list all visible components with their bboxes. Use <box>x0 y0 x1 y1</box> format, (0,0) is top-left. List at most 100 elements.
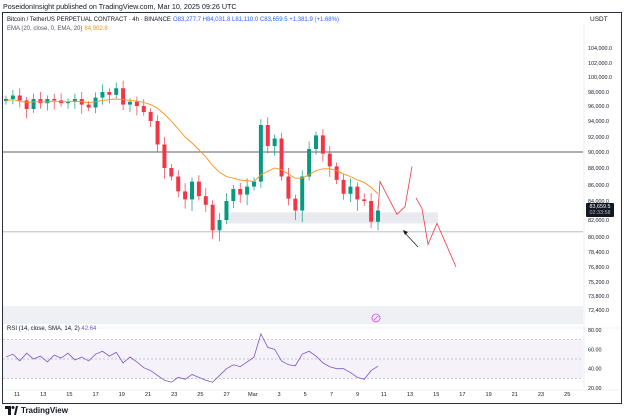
ema-line <box>5 98 379 195</box>
candle-body <box>107 92 112 95</box>
ema-value: 84,902.8 <box>84 26 108 32</box>
candle-body <box>203 196 208 205</box>
rsi-value: 42.64 <box>81 326 97 332</box>
candle-body <box>272 138 277 146</box>
candle-body <box>307 149 312 177</box>
candle-body <box>196 181 201 197</box>
time-tick-label: 17 <box>459 392 465 398</box>
candle-body <box>31 99 36 109</box>
lower-zone <box>3 306 583 324</box>
time-tick-label: 23 <box>171 392 177 398</box>
rsi-tick-label: 40.00 <box>588 367 602 373</box>
time-tick-label: 25 <box>197 392 203 398</box>
tradingview-logo[interactable]: TradingView <box>5 404 68 417</box>
candle-body <box>369 201 374 222</box>
candle-body <box>245 186 250 195</box>
axis-layer: 104,000.0 102,000.0 100,000.0 98,000.0 96,00… <box>14 46 612 398</box>
price-tick-label: 104,000.0 <box>588 46 612 52</box>
candle-body <box>45 99 50 104</box>
event-marker-icon <box>371 313 381 323</box>
price-tick-label: 92,000.0 <box>588 135 609 141</box>
candle-body <box>252 181 256 187</box>
candle-body <box>66 101 70 104</box>
price-tick-label: 84,000.0 <box>588 199 609 205</box>
projection-layer <box>371 166 457 323</box>
candle-body <box>258 125 263 182</box>
chart-legend: Bitcoin / TetherUS PERPETUAL CONTRACT · … <box>7 16 339 34</box>
price-tick-label: 72,400.0 <box>588 308 609 314</box>
candle-body <box>148 112 153 121</box>
candle-body <box>10 95 15 99</box>
price-tick-label: 96,000.0 <box>588 104 609 110</box>
rsi-tick-label: 20.00 <box>588 386 602 392</box>
support-zone <box>226 212 438 224</box>
candle-body <box>169 168 174 177</box>
projection-path-bearish <box>415 197 457 268</box>
time-tick-label: 11 <box>381 392 387 398</box>
candle-body <box>217 220 222 231</box>
price-tick-label: 94,000.0 <box>588 119 609 125</box>
candle-body <box>121 88 126 105</box>
time-tick-label: 7 <box>330 392 333 398</box>
price-tick-label: 78,400.0 <box>588 250 609 256</box>
time-tick-label: 27 <box>223 392 229 398</box>
time-tick-label: 21 <box>512 392 518 398</box>
candle-body <box>279 138 284 177</box>
candle-body <box>72 99 77 102</box>
ema-label[interactable]: EMA (20, close, 0, EMA, 20) <box>7 26 83 32</box>
candle-body <box>128 101 132 105</box>
candle-body <box>238 189 243 195</box>
price-tick-label: 75,200.0 <box>588 280 609 286</box>
time-tick-label: 5 <box>304 392 307 398</box>
time-tick-label: 19 <box>119 392 125 398</box>
candle-body <box>134 101 139 106</box>
candle-body <box>183 191 188 200</box>
candle-body <box>224 201 229 220</box>
price-tick-label: 73,800.0 <box>588 294 609 300</box>
time-tick-label: Mar <box>248 392 258 398</box>
candle-body <box>86 104 91 108</box>
candle-body <box>17 95 22 101</box>
candle-body <box>314 135 318 149</box>
candle-body <box>141 106 146 112</box>
candle-body <box>300 176 305 211</box>
time-tick-label: 3 <box>277 392 280 398</box>
candle-body <box>114 88 119 95</box>
time-tick-label: 21 <box>145 392 151 398</box>
candle-body <box>155 121 160 145</box>
rsi-tick-label: 80.00 <box>588 328 602 334</box>
candle-body <box>52 99 57 101</box>
price-tick-label: 86,000.0 <box>588 183 609 189</box>
ohlc-readout: O83,277.7 H84,031.8 L81,110.0 C83,659.5 … <box>172 17 339 23</box>
candle-body <box>293 198 298 211</box>
tradingview-logo-icon <box>5 406 18 415</box>
time-tick-label: 13 <box>407 392 413 398</box>
candle-body <box>286 176 291 199</box>
last-price-badge: 83,659.5 02:33:58 <box>586 203 614 217</box>
rsi-layer <box>3 332 583 383</box>
candle-body <box>24 100 29 109</box>
published-caption: PoseidonInsight published on TradingView… <box>3 2 237 11</box>
time-tick-label: 9 <box>356 392 359 398</box>
tradingview-brand: TradingView <box>21 406 68 415</box>
price-tick-label: 76,800.0 <box>588 265 609 271</box>
time-tick-label: 23 <box>538 392 544 398</box>
price-tick-label: 98,000.0 <box>588 90 609 96</box>
annotation-arrow <box>403 231 419 248</box>
price-tick-label: 80,000.0 <box>588 235 609 241</box>
chart-frame <box>2 12 622 404</box>
candle-body <box>210 204 215 231</box>
annotation-arrowhead <box>403 230 408 235</box>
symbol-title[interactable]: Bitcoin / TetherUS PERPETUAL CONTRACT · … <box>7 17 171 23</box>
candle-body <box>176 176 181 192</box>
time-tick-label: 13 <box>40 392 46 398</box>
candle-body <box>38 99 43 104</box>
rsi-label[interactable]: RSI (14, close, SMA, 14, 2) <box>7 326 80 332</box>
candle-body <box>348 186 353 194</box>
candle-body <box>334 166 339 180</box>
rsi-legend: RSI (14, close, SMA, 14, 2) 42.64 <box>7 326 96 332</box>
candle-body <box>355 186 360 200</box>
rsi-line <box>5 332 379 383</box>
price-tick-label: 90,000.0 <box>588 150 609 156</box>
